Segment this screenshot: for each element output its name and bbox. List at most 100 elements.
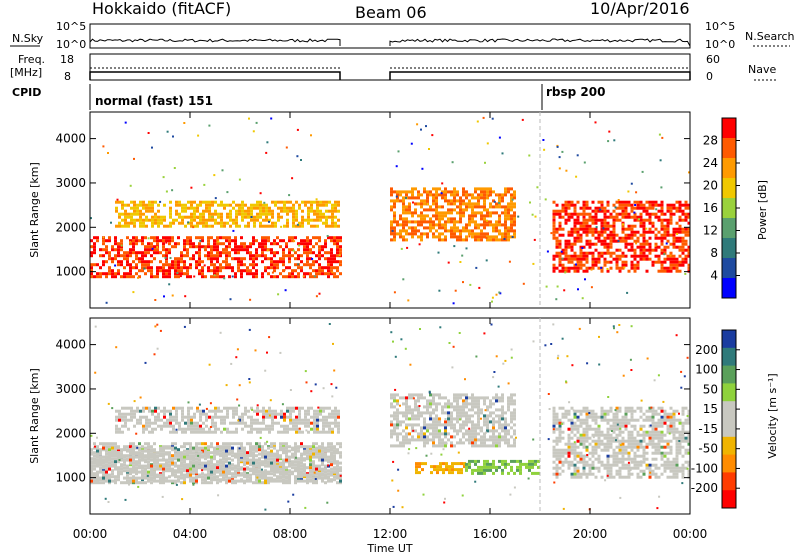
echo-cell <box>606 430 610 434</box>
echo-cell <box>612 439 616 443</box>
echo-cell <box>609 475 613 479</box>
echo-cell <box>129 184 132 187</box>
echo-cell <box>420 396 423 400</box>
echo-cell <box>307 212 310 216</box>
echo-cell <box>576 472 580 476</box>
echo-cell <box>648 406 652 410</box>
echo-cell <box>184 427 187 431</box>
echo-cell <box>237 260 240 264</box>
echo-cell <box>681 475 685 479</box>
echo-cell <box>169 257 172 259</box>
echo-cell <box>648 418 652 422</box>
echo-cell <box>142 224 145 228</box>
echo-cell <box>660 236 664 240</box>
echo-cell <box>108 479 111 483</box>
echo-cell <box>474 396 477 400</box>
echo-cell <box>618 200 622 204</box>
echo-cell <box>105 239 108 243</box>
echo-cell <box>294 269 297 273</box>
echo-cell <box>139 224 142 228</box>
echo-cell <box>687 221 691 225</box>
echo-cell <box>645 239 649 243</box>
echo-cell <box>411 414 414 418</box>
echo-cell <box>229 430 232 434</box>
echo-cell <box>286 406 289 410</box>
echo-cell <box>621 457 625 461</box>
echo-cell <box>123 455 126 459</box>
echo-cell <box>495 438 498 442</box>
echo-cell <box>216 445 219 449</box>
echo-cell <box>507 441 510 445</box>
echo-cell <box>202 212 205 216</box>
echo-cell <box>669 206 673 210</box>
echo-cell <box>657 257 661 261</box>
echo-cell <box>492 411 495 415</box>
echo-cell <box>163 215 166 219</box>
echo-cell <box>591 409 595 413</box>
echo-cell <box>606 463 610 467</box>
echo-cell <box>118 224 121 228</box>
echo-cell <box>228 275 231 279</box>
echo-cell <box>579 472 583 476</box>
echo-cell <box>450 426 453 430</box>
echo-cell <box>190 424 193 428</box>
echo-cell <box>651 433 655 437</box>
echo-cell <box>555 442 559 446</box>
echo-cell <box>262 406 265 410</box>
echo-cell <box>471 444 474 448</box>
echo-cell <box>213 472 216 476</box>
echo-cell <box>390 405 393 409</box>
echo-cell <box>558 212 562 216</box>
echo-cell <box>435 420 438 424</box>
echo-cell <box>471 438 474 442</box>
echo-cell <box>648 430 652 434</box>
echo-cell <box>483 226 486 230</box>
echo-cell <box>207 269 210 273</box>
echo-cell <box>603 409 607 413</box>
echo-cell <box>501 152 504 155</box>
echo-cell <box>612 415 616 419</box>
echo-cell <box>222 275 225 279</box>
echo-cell <box>117 245 120 249</box>
echo-cell <box>277 421 280 425</box>
echo-cell <box>169 200 172 204</box>
echo-cell <box>144 251 147 255</box>
echo-cell <box>675 200 679 204</box>
echo-cell <box>283 200 286 204</box>
echo-cell <box>313 415 316 419</box>
echo-cell <box>331 221 334 225</box>
echo-cell <box>142 221 145 225</box>
echo-cell <box>327 263 330 267</box>
echo-cell <box>237 245 240 249</box>
echo-cell <box>636 466 640 470</box>
echo-cell <box>307 221 310 225</box>
echo-cell <box>567 260 571 264</box>
echo-cell <box>654 212 658 216</box>
echo-cell <box>480 235 483 239</box>
echo-cell <box>405 423 408 427</box>
echo-cell <box>590 268 593 271</box>
echo-cell <box>408 190 411 194</box>
echo-cell <box>606 475 610 479</box>
echo-cell <box>141 239 144 243</box>
echo-cell <box>108 464 111 468</box>
echo-cell <box>570 254 574 258</box>
echo-cell <box>102 239 105 243</box>
echo-cell <box>456 429 459 433</box>
echo-cell <box>618 430 622 434</box>
echo-cell <box>621 260 625 264</box>
echo-cell <box>579 227 583 231</box>
echo-cell <box>99 476 102 480</box>
echo-cell <box>174 457 177 461</box>
echo-cell <box>286 427 289 431</box>
echo-cell <box>265 209 268 213</box>
echo-cell <box>153 275 156 279</box>
echo-cell <box>295 418 298 422</box>
echo-cell <box>483 187 486 191</box>
echo-cell <box>486 187 489 191</box>
echo-cell <box>681 248 685 252</box>
echo-cell <box>542 139 545 141</box>
echo-cell <box>133 424 136 428</box>
echo-cell <box>265 412 268 416</box>
echo-cell <box>244 203 247 207</box>
